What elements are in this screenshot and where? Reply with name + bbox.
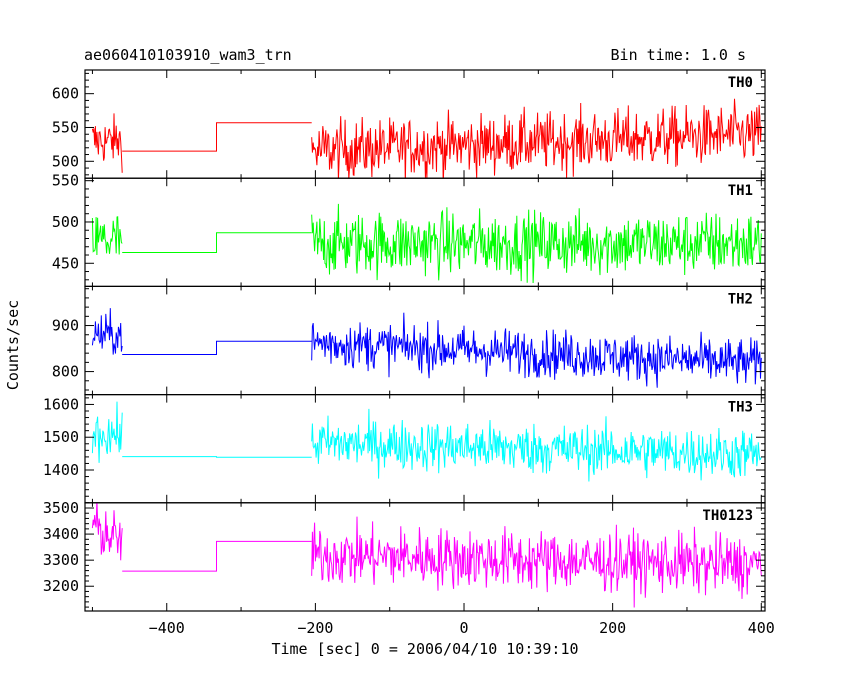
panel-th3: 1400 1500 1600 TH3 bbox=[43, 394, 766, 504]
x-tick-label: −400 bbox=[149, 619, 185, 637]
th3-series-segment-2 bbox=[311, 408, 762, 482]
y-tick-label: 1600 bbox=[43, 395, 79, 413]
channel-label-th0123: TH0123 bbox=[702, 508, 753, 524]
panel-th2: 800 900 TH2 bbox=[52, 285, 766, 396]
x-tick-label: 400 bbox=[748, 619, 775, 637]
channel-label-th1: TH1 bbox=[728, 183, 753, 199]
th2-gap-level bbox=[122, 340, 312, 355]
th3-series-segment-1 bbox=[91, 401, 123, 463]
x-tick-label: 0 bbox=[460, 619, 469, 637]
y-tick-label: 900 bbox=[52, 317, 79, 335]
y-tick-label: 800 bbox=[52, 363, 79, 381]
x-axis-label: Time [sec] 0 = 2006/04/10 10:39:10 bbox=[271, 640, 578, 658]
th1-series-segment-2 bbox=[311, 203, 762, 284]
y-tick-label: 600 bbox=[52, 85, 79, 103]
y-tick-label: 3500 bbox=[43, 499, 79, 517]
channel-label-th0: TH0 bbox=[728, 75, 753, 91]
th0123-series-segment-1 bbox=[91, 502, 123, 561]
th1-gap-level bbox=[122, 232, 312, 253]
y-tick-label: 3300 bbox=[43, 551, 79, 569]
y-tick-label: 1400 bbox=[43, 461, 79, 479]
y-tick-label: 550 bbox=[52, 172, 79, 190]
y-tick-label: 450 bbox=[52, 254, 79, 272]
y-tick-label: 500 bbox=[52, 152, 79, 170]
th0123-series-segment-2 bbox=[311, 516, 762, 608]
y-axis-label: Counts/sec bbox=[4, 300, 22, 390]
y-tick-label: 550 bbox=[52, 118, 79, 136]
y-tick-label: 3400 bbox=[43, 525, 79, 543]
x-tick-label: 200 bbox=[599, 619, 626, 637]
y-tick-label: 500 bbox=[52, 213, 79, 231]
bin-time-label: Bin time: 1.0 s bbox=[611, 46, 746, 64]
channel-label-th3: TH3 bbox=[728, 400, 753, 416]
th1-series-segment-1 bbox=[91, 216, 123, 256]
y-tick-label: 3200 bbox=[43, 577, 79, 595]
chart-title: ae060410103910_wam3_trn bbox=[84, 46, 292, 64]
panel-th0123: 3200 3300 3400 3500 TH0123 bbox=[43, 499, 766, 612]
th0-series-segment-1 bbox=[91, 113, 123, 173]
panel-th0: 500 550 600 TH0 bbox=[52, 69, 766, 179]
panel-th1: 450 500 550 TH1 bbox=[52, 172, 766, 287]
y-tick-label: 1500 bbox=[43, 428, 79, 446]
th0123-gap-level bbox=[122, 540, 312, 572]
th2-series-segment-1 bbox=[91, 308, 123, 355]
th0-gap-level bbox=[122, 122, 312, 152]
th3-gap-level bbox=[122, 456, 312, 458]
th2-series-segment-2 bbox=[311, 312, 762, 388]
x-tick-label: −200 bbox=[297, 619, 333, 637]
th0-series-segment-2 bbox=[311, 98, 762, 179]
th0123-frame bbox=[84, 502, 766, 612]
channel-label-th2: TH2 bbox=[728, 291, 753, 307]
